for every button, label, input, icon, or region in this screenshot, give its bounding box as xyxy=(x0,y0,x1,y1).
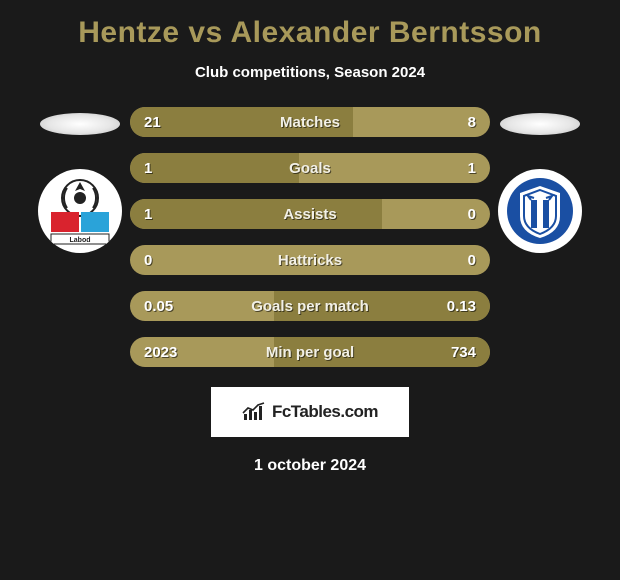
stat-row: 2023 Min per goal 734 xyxy=(130,337,490,367)
stat-label: Matches xyxy=(280,114,340,131)
stat-row: 1 Assists 0 xyxy=(130,199,490,229)
stat-bars: 21 Matches 8 1 Goals 1 1 Assists 0 xyxy=(130,107,490,367)
stat-row: 1 Goals 1 xyxy=(130,153,490,183)
stat-fill-left xyxy=(130,199,382,229)
stat-left-val: 0 xyxy=(144,252,152,269)
brand-text: FcTables.com xyxy=(272,402,378,422)
brand-badge[interactable]: FcTables.com xyxy=(211,387,409,437)
date-line: 1 october 2024 xyxy=(254,457,366,475)
stat-label: Assists xyxy=(283,206,336,223)
stat-right-val: 8 xyxy=(468,114,476,131)
stat-row: 0 Hattricks 0 xyxy=(130,245,490,275)
stat-left-val: 1 xyxy=(144,160,152,177)
stat-row: 21 Matches 8 xyxy=(130,107,490,137)
stat-fill-left xyxy=(130,153,299,183)
right-team-crest xyxy=(498,169,582,253)
stat-left-val: 0.05 xyxy=(144,298,173,315)
right-player-col xyxy=(490,107,590,253)
stat-right-val: 0 xyxy=(468,252,476,269)
stat-right-val: 0 xyxy=(468,206,476,223)
left-team-crest: Labod xyxy=(38,169,122,253)
svg-text:Labod: Labod xyxy=(70,237,91,244)
stat-row: 0.05 Goals per match 0.13 xyxy=(130,291,490,321)
crest-left-icon: Labod xyxy=(45,176,115,246)
stat-label: Goals xyxy=(289,160,331,177)
stat-right-val: 0.13 xyxy=(447,298,476,315)
chart-icon xyxy=(242,402,266,422)
comparison-card: Hentze vs Alexander Berntsson Club compe… xyxy=(0,0,620,475)
stat-label: Min per goal xyxy=(266,344,354,361)
stat-left-val: 2023 xyxy=(144,344,177,361)
stat-label: Goals per match xyxy=(251,298,369,315)
crest-right-icon xyxy=(505,176,575,246)
stat-right-val: 734 xyxy=(451,344,476,361)
left-player-col: Labod xyxy=(30,107,130,253)
stat-label: Hattricks xyxy=(278,252,342,269)
subtitle: Club competitions, Season 2024 xyxy=(195,64,425,81)
stat-left-val: 1 xyxy=(144,206,152,223)
page-title: Hentze vs Alexander Berntsson xyxy=(78,16,542,50)
stat-right-val: 1 xyxy=(468,160,476,177)
stats-area: Labod 21 Matches 8 1 Goals 1 xyxy=(0,107,620,367)
stat-left-val: 21 xyxy=(144,114,161,131)
platter-right xyxy=(500,113,580,135)
platter-left xyxy=(40,113,120,135)
